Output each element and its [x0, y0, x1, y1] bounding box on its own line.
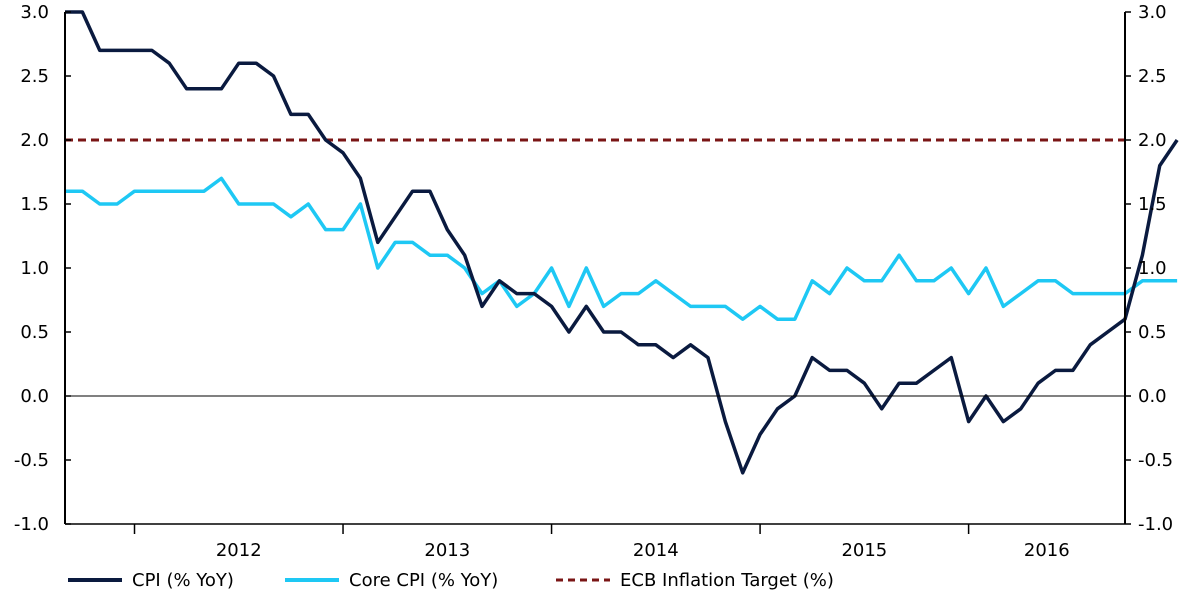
y-tick-label-left: 2.0: [20, 130, 49, 151]
y-tick-label-right: 1.5: [1138, 194, 1167, 215]
y-tick-label-left: -0.5: [14, 450, 49, 471]
series-line-cpi: [65, 10, 1179, 475]
x-tick-label: 2016: [1024, 540, 1070, 561]
y-tick-label-left: 3.0: [20, 2, 49, 23]
y-tick-label-left: 0.5: [20, 322, 49, 343]
y-tick-label-left: 0.0: [20, 386, 49, 407]
x-tick-label: 2015: [841, 540, 887, 561]
y-tick-label-right: -1.0: [1138, 514, 1173, 535]
legend-label-ecb-target: ECB Inflation Target (%): [620, 570, 834, 591]
y-tick-label-right: 0.5: [1138, 322, 1167, 343]
y-tick-label-left: 2.5: [20, 66, 49, 87]
axes: 3.0 3.0 2.5 2.5 2.0 2.0 1.5 1.5 1.0 1.0 0.5 0.5 0.0 0…: [14, 2, 1173, 561]
y-tick-label-right: -0.5: [1138, 450, 1173, 471]
y-tick-label-right: 0.0: [1138, 386, 1167, 407]
legend-label-cpi: CPI (% YoY): [132, 570, 234, 591]
y-tick-label-right: 3.0: [1138, 2, 1167, 23]
plot-area: [65, 10, 1179, 475]
y-tick-label-left: -1.0: [14, 514, 49, 535]
legend: CPI (% YoY) Core CPI (% YoY) ECB Inflati…: [68, 570, 834, 591]
series-line-core-cpi: [65, 176, 1178, 321]
x-tick-label: 2012: [216, 540, 262, 561]
y-tick-label-left: 1.5: [20, 194, 49, 215]
y-tick-label-right: 2.5: [1138, 66, 1167, 87]
x-tick-label: 2014: [633, 540, 679, 561]
x-tick-label: 2013: [424, 540, 470, 561]
y-tick-label-left: 1.0: [20, 258, 49, 279]
y-tick-label-right: 2.0: [1138, 130, 1167, 151]
legend-label-core-cpi: Core CPI (% YoY): [349, 570, 498, 591]
y-tick-label-right: 1.0: [1138, 258, 1167, 279]
